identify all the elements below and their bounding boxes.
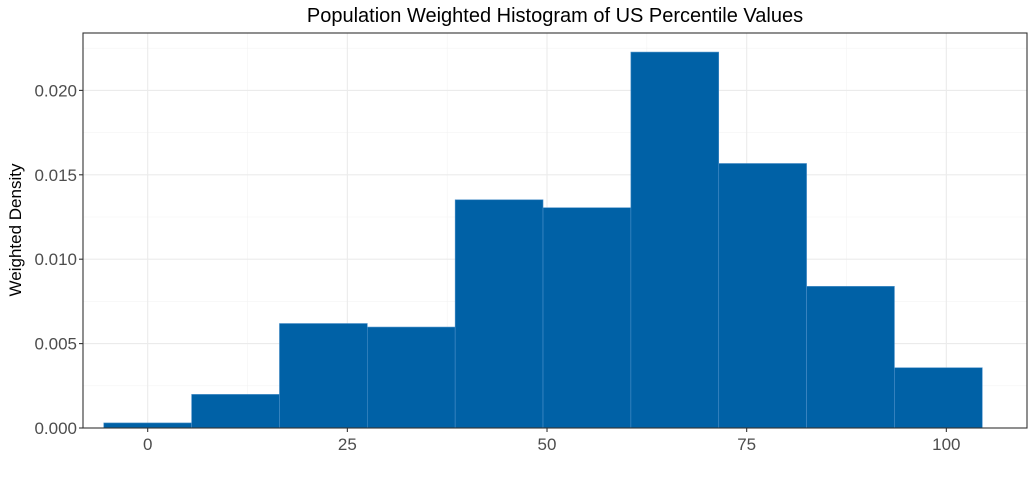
y-axis-title: Weighted Density [6, 163, 25, 296]
chart-title: Population Weighted Histogram of US Perc… [307, 5, 803, 27]
histogram-bar [191, 394, 280, 429]
histogram-bar [454, 199, 544, 429]
plot-panel-border [82, 32, 1028, 429]
y-tick-label: 0.015 [34, 166, 77, 185]
y-tick-label: 0.020 [34, 81, 77, 100]
x-tick-label: 25 [338, 435, 357, 454]
x-tick-label: 100 [932, 435, 960, 454]
histogram-bar [103, 422, 192, 429]
histogram-bar [718, 163, 807, 429]
x-tick-label: 75 [737, 435, 756, 454]
histogram-bar [806, 286, 895, 429]
y-tick-label: 0.010 [34, 250, 77, 269]
y-tick-label: 0.005 [34, 335, 77, 354]
axis-ticks: 0 25 50 75 100 0.000 0.005 0.010 0.015 0.020 [34, 81, 960, 454]
histogram-bar [279, 323, 368, 429]
x-tick-label: 0 [143, 435, 152, 454]
histogram-bar [367, 326, 456, 429]
histogram-bar [630, 51, 720, 429]
y-tick-label: 0.000 [34, 419, 77, 438]
histogram-bar [894, 367, 983, 429]
x-tick-label: 50 [538, 435, 557, 454]
histogram-bar [542, 207, 632, 429]
bars [103, 51, 983, 429]
